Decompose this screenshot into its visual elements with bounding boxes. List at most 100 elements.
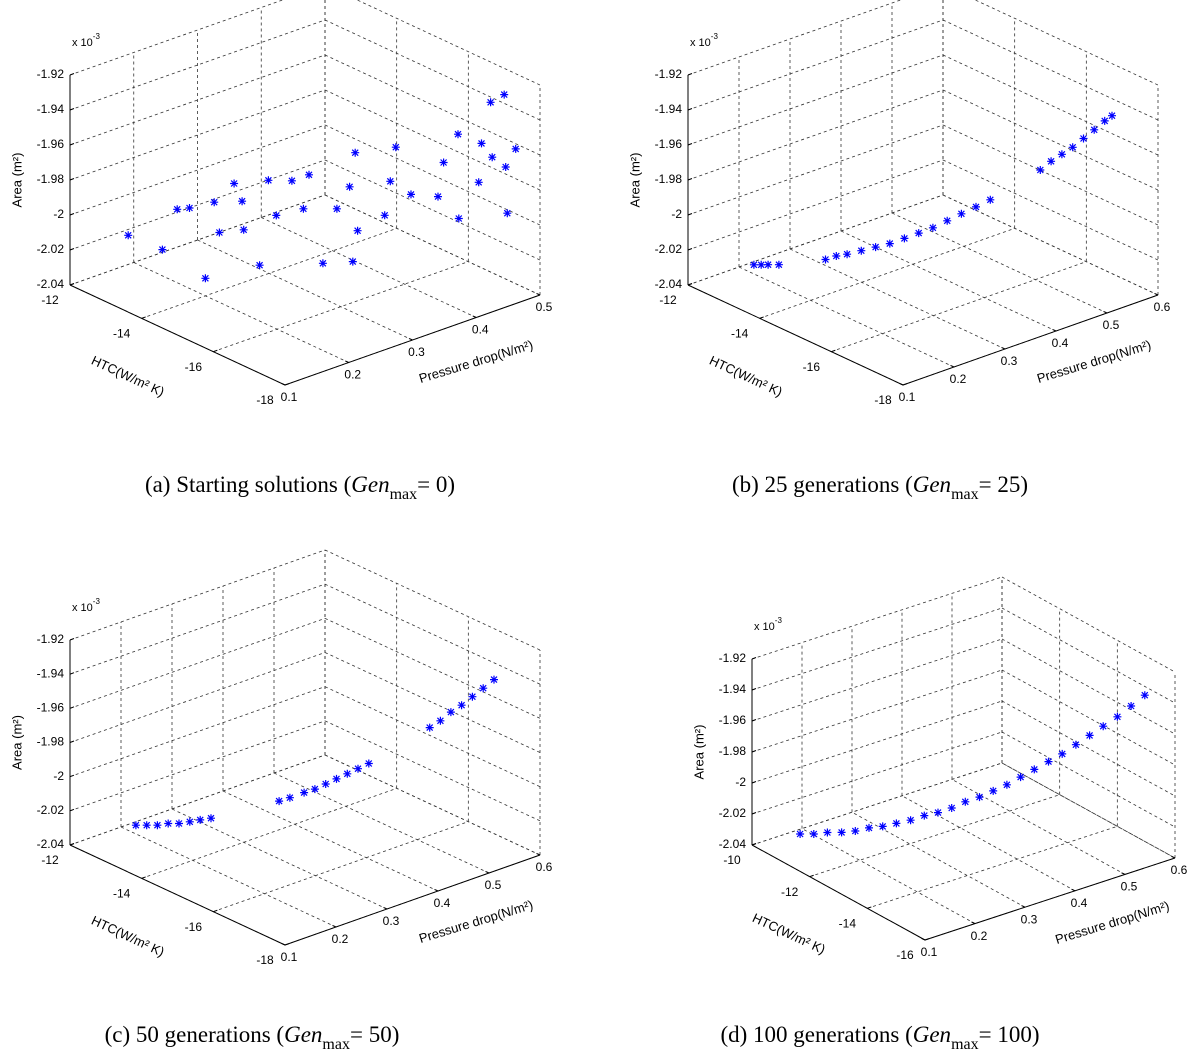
data-point [345, 182, 354, 191]
tick-mark [332, 924, 337, 928]
data-point [1140, 691, 1149, 700]
z-tick-label: -1.92 [37, 632, 65, 646]
data-point [210, 198, 219, 207]
data-point [837, 828, 846, 837]
data-point [885, 239, 894, 248]
tick-mark [687, 283, 693, 286]
grid-line [273, 772, 490, 874]
tick-mark [141, 876, 146, 879]
tick-mark [924, 938, 930, 941]
grid-line [324, 652, 541, 753]
z-multiplier: x 10-3 [72, 32, 100, 49]
y-tick-label: -12 [41, 293, 59, 307]
x-tick-label: 0.2 [332, 932, 349, 946]
grid-line [324, 19, 541, 121]
tick-mark [687, 213, 693, 216]
data-point [1079, 134, 1088, 143]
x-tick-label: 0.1 [899, 390, 916, 404]
data-point [503, 209, 512, 218]
grid-line [831, 261, 1087, 353]
data-point [255, 261, 264, 270]
x-tick-label: 0.2 [950, 372, 967, 386]
data-point [474, 178, 483, 187]
z-tick-label: -1.94 [37, 666, 65, 680]
grid-line [1001, 638, 1176, 735]
data-point [851, 827, 860, 835]
z-tick-label: -1.92 [719, 651, 747, 665]
y-axis [687, 284, 904, 386]
z-tick-label: -1.98 [37, 172, 65, 186]
data-point [1047, 157, 1056, 166]
y-tick-label: -16 [803, 360, 821, 374]
caption-sub: max [322, 1036, 350, 1053]
tick-mark [69, 143, 75, 146]
grid-line [133, 262, 349, 363]
grid-line [687, 124, 944, 216]
grid-line [324, 720, 541, 822]
grid-line [751, 638, 1003, 722]
data-point [215, 228, 224, 237]
caption-prefix: (a) Starting solutions ( [145, 472, 351, 497]
tick-mark [281, 942, 286, 946]
data-point [1108, 111, 1116, 120]
x-tick-label: 0.6 [1171, 863, 1188, 877]
panel: -2.04 -2.02 -2 -1.98 -1.96 -1.94 -1.92 -12 -14 -1… [627, 0, 1171, 503]
grid-line [1001, 607, 1176, 704]
x-tick-label: 0.1 [281, 950, 298, 964]
grid-line [69, 686, 326, 778]
grid-line [324, 583, 541, 685]
z-axis-label: Area (m²) [9, 153, 24, 208]
grid-line [942, 124, 1159, 226]
z-tick-label: -2.02 [655, 242, 683, 256]
grid-line [1001, 576, 1176, 673]
grid-line [1001, 731, 1176, 828]
tick-mark [921, 937, 926, 941]
tick-mark [69, 808, 75, 812]
grid-line [751, 669, 1003, 753]
grid-line [1001, 700, 1176, 797]
grid-line [69, 754, 326, 846]
x-axis [902, 294, 1159, 386]
grid-line [851, 811, 1026, 908]
data-point [972, 202, 980, 211]
tick-mark [899, 382, 904, 386]
z-tick-label: -1.96 [655, 137, 683, 151]
grid-line [120, 826, 337, 928]
data-point [920, 811, 929, 820]
data-point [318, 259, 327, 268]
tick-mark [408, 337, 413, 341]
tick-mark [751, 657, 757, 660]
data-point [343, 769, 352, 778]
caption: (d) 100 generations (Genmax= 100) [720, 1022, 1039, 1053]
grid-line [751, 700, 1003, 784]
data-point [477, 139, 486, 148]
caption: (b) 25 generations (Genmax= 25) [732, 472, 1028, 503]
data-point [386, 177, 395, 186]
data-point [989, 786, 998, 795]
data-point [153, 821, 162, 830]
z-tick-label: -2 [671, 207, 682, 221]
tick-mark [831, 349, 836, 353]
tick-mark [687, 73, 693, 76]
z-tick-label: -1.98 [655, 172, 683, 186]
data-point [434, 192, 442, 201]
grid-line [69, 583, 326, 675]
tick-mark [69, 843, 75, 846]
caption-italic: Gen [284, 1022, 322, 1047]
data-point [1044, 757, 1053, 766]
x-tick-label: 0.4 [1071, 896, 1088, 910]
z-tick-label: -2.02 [719, 806, 747, 820]
data-point [300, 788, 309, 797]
data-point [764, 260, 773, 269]
data-point [1113, 712, 1122, 721]
tick-mark [69, 740, 75, 743]
tick-mark [751, 812, 757, 815]
data-point [749, 260, 758, 269]
grid-line [840, 230, 1057, 332]
y-axis [751, 844, 926, 941]
grid-line [356, 0, 541, 86]
data-point [238, 197, 247, 206]
y-tick-label: -14 [113, 327, 131, 341]
grid-line [687, 0, 902, 76]
